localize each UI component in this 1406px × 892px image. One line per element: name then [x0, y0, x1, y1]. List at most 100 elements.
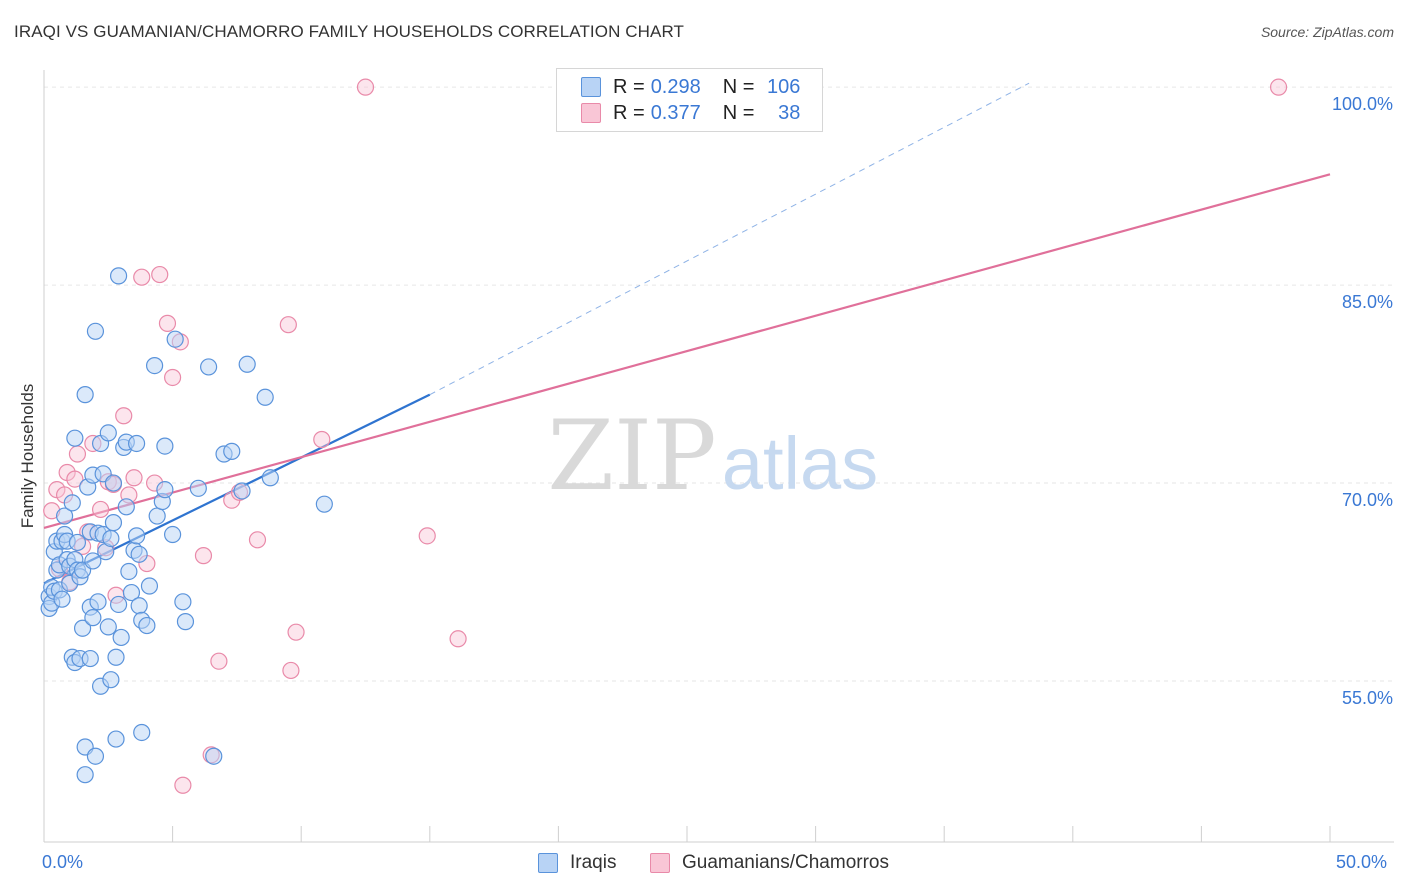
iraqi-point: [120, 562, 138, 581]
guamanian-point: [248, 531, 267, 549]
bottom-legend-iraqis: Iraqis: [538, 852, 616, 874]
iraqi-point: [166, 330, 184, 348]
iraqi-point: [104, 474, 123, 492]
guamanian-point: [449, 630, 467, 648]
guamanians-swatch: [650, 853, 670, 873]
watermark-zip: ZIP: [547, 400, 716, 512]
guamanian-point: [125, 469, 143, 487]
iraqi-point: [176, 613, 195, 631]
iraqi-point: [233, 482, 251, 500]
iraqi-point: [156, 481, 174, 499]
r-value: 0.298: [650, 75, 701, 98]
iraqi-point: [99, 424, 117, 442]
iraqi-points: [40, 267, 333, 784]
iraqi-point: [148, 507, 166, 525]
guamanian-point: [1269, 78, 1288, 96]
legend-row-guamanians: R = 0.377 N = 38: [581, 100, 800, 126]
n-value: 106: [767, 75, 801, 98]
iraqi-point: [189, 479, 207, 497]
iraqi-point: [107, 648, 125, 666]
iraqi-point: [73, 619, 92, 637]
iraqi-point: [127, 434, 146, 453]
guamanian-point: [164, 368, 182, 387]
iraqi-point: [76, 766, 94, 784]
iraqi-point: [102, 529, 120, 548]
r-label: R =: [613, 101, 645, 124]
guamanian-point: [282, 661, 300, 680]
guamanians-swatch: [581, 103, 601, 123]
iraqi-point: [164, 525, 182, 544]
guamanian-point: [194, 547, 213, 565]
n-label: N =: [722, 75, 755, 98]
iraqi-point: [107, 730, 125, 748]
guamanian-point: [279, 316, 297, 334]
grid-lines: [44, 86, 1394, 682]
y-tick-labels: 100.0% 85.0% 70.0% 55.0%: [1332, 94, 1393, 708]
guamanian-point: [151, 265, 169, 284]
iraqi-point: [86, 322, 105, 340]
iraqi-point: [109, 267, 128, 285]
y-tick-label: 55.0%: [1342, 688, 1393, 708]
guamanian-point: [174, 776, 192, 794]
iraqi-point: [261, 469, 279, 487]
iraqi-point: [156, 437, 174, 455]
iraqi-point: [256, 388, 274, 406]
iraqi-point: [84, 609, 102, 627]
iraqi-point: [104, 514, 123, 532]
iraqi-point: [130, 597, 148, 615]
iraqis-swatch: [538, 853, 558, 873]
guamanian-point: [158, 314, 177, 332]
iraqi-point: [53, 590, 71, 608]
iraqi-point: [238, 355, 256, 373]
iraqi-point: [55, 507, 74, 525]
iraqi-point: [99, 618, 117, 636]
iraqi-point: [145, 357, 164, 375]
guamanian-trend-line: [43, 173, 1331, 529]
n-label: N =: [722, 101, 755, 124]
guamanian-point: [91, 500, 110, 519]
iraqi-point: [315, 495, 333, 513]
guamanian-point: [313, 430, 331, 449]
n-value: 38: [778, 101, 801, 124]
bottom-legend-guamanians: Guamanians/Chamorros: [650, 852, 889, 874]
guamanian-point: [133, 268, 151, 286]
guamanian-point: [418, 527, 436, 545]
iraqi-point: [117, 498, 135, 516]
iraqi-point: [174, 593, 192, 611]
iraqi-point: [140, 577, 159, 595]
y-tick-label: 100.0%: [1332, 94, 1393, 114]
y-tick-label: 85.0%: [1342, 292, 1393, 312]
iraqi-point: [84, 552, 102, 570]
iraqi-point: [63, 494, 81, 512]
iraqi-point: [138, 616, 156, 635]
guamanian-point: [66, 470, 84, 488]
guamanian-point: [115, 407, 133, 425]
guamanian-point: [287, 623, 305, 641]
legend-row-iraqis: R = 0.298 N = 106: [581, 74, 800, 100]
iraqi-point: [200, 358, 218, 376]
iraqi-point: [205, 747, 223, 765]
iraqis-swatch: [581, 77, 601, 97]
iraqi-point: [223, 442, 241, 460]
iraqi-point: [66, 429, 84, 447]
guamanian-point: [210, 652, 228, 670]
stats-legend: R = 0.298 N = 106 R = 0.377 N = 38: [556, 68, 823, 132]
watermark: ZIP atlas: [547, 400, 878, 512]
iraqi-point: [76, 386, 94, 404]
x-tick-label-max: 50.0%: [1336, 852, 1388, 872]
iraqi-trend-extension: [429, 82, 1030, 396]
iraqi-point: [122, 583, 141, 602]
iraqi-point: [102, 671, 120, 689]
source-label: Source: ZipAtlas.com: [1260, 24, 1394, 40]
legend-label-guamanians: Guamanians/Chamorros: [682, 852, 889, 873]
y-axis-label: Family Households: [18, 383, 37, 529]
x-tick-label-min: 0.0%: [42, 852, 84, 872]
watermark-atlas: atlas: [722, 422, 878, 505]
iraqi-point: [86, 747, 105, 765]
iraqi-point: [130, 545, 148, 563]
iraqi-point: [133, 723, 151, 742]
iraqi-point: [112, 628, 130, 647]
r-value: 0.377: [650, 101, 701, 124]
iraqi-point: [68, 533, 87, 552]
